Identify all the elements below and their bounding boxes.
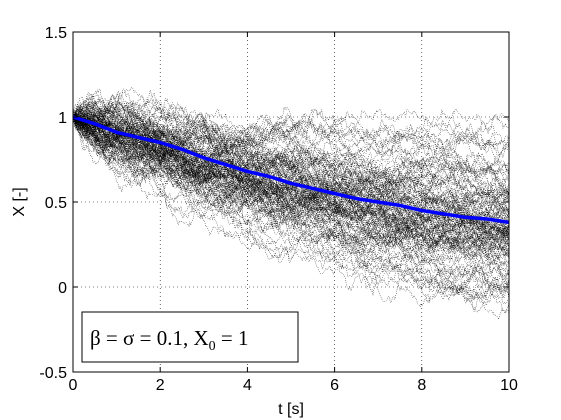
sample-path-line [72, 102, 510, 260]
sample-path-line [72, 102, 510, 232]
sample-path-line [72, 108, 510, 153]
sample-path-line [72, 88, 510, 152]
sample-path-line [72, 116, 510, 241]
sample-path-line [73, 105, 510, 240]
sample-path-line [72, 109, 510, 207]
y-tick-label: 1 [58, 110, 67, 127]
sample-path-line [72, 116, 510, 259]
grid [73, 32, 509, 372]
sample-path-line [72, 105, 510, 191]
sample-path-line [72, 109, 510, 254]
axis-ticks [72, 31, 510, 373]
sample-path-line [72, 116, 510, 205]
x-tick-label: 8 [417, 377, 426, 394]
x-tick-label: 0 [69, 377, 78, 394]
sample-path-line [72, 116, 510, 247]
sample-path-line [72, 115, 510, 194]
y-tick-label: -0.5 [39, 365, 67, 382]
sample-path-line [72, 113, 510, 243]
x-tick-label: 4 [243, 377, 252, 394]
sample-path-line [72, 106, 510, 220]
sample-path-line [72, 86, 510, 256]
sample-path-line [72, 102, 510, 248]
x-tick-label: 2 [156, 377, 165, 394]
sample-path-line [72, 112, 510, 300]
sample-path-line [72, 103, 510, 200]
sample-path-line [72, 116, 510, 259]
sample-path-line [72, 116, 510, 287]
sample-path-line [72, 90, 510, 157]
sample-path-line [72, 95, 510, 219]
mean-curve [72, 115, 510, 225]
y-tick-label: 1.5 [45, 25, 67, 42]
sample-path-line [72, 112, 510, 236]
mean-line [72, 115, 510, 225]
annotation-box: β = σ = 0.1, X0 = 1 [81, 311, 299, 363]
sample-path-line [72, 103, 510, 247]
sample-path-line [72, 114, 510, 247]
sample-path-line [72, 97, 510, 283]
sample-path-line [72, 111, 510, 250]
sample-path-line [72, 111, 510, 305]
sample-path-line [72, 106, 510, 158]
sample-path-line [72, 116, 510, 204]
sample-path-line [72, 116, 510, 250]
y-tick-label: 0 [58, 280, 67, 297]
sample-path-line [72, 107, 510, 297]
x-tick-labels: 0 2 4 6 8 10 [69, 377, 518, 394]
sample-path-line [72, 116, 510, 279]
sample-path-line [72, 94, 510, 266]
sample-path-line [72, 115, 510, 254]
sample-path-line [72, 91, 510, 211]
sample-path-line [72, 116, 510, 267]
sample-path-line [72, 116, 510, 237]
y-tick-labels: -0.5 0 0.5 1 1.5 [39, 25, 67, 382]
sample-path-line [72, 115, 510, 267]
sample-path-line [72, 108, 510, 219]
sample-path-line [72, 113, 510, 302]
sample-path-line [72, 114, 510, 201]
y-axis-label: X [-] [11, 187, 28, 216]
sample-path-line [72, 98, 510, 177]
sample-path-line [72, 94, 510, 236]
x-tick-label: 10 [500, 377, 518, 394]
sample-path-line [72, 101, 510, 211]
sample-path-line [72, 105, 510, 257]
sample-path-line [72, 116, 510, 321]
sample-paths [72, 86, 510, 321]
sample-path-line [72, 116, 510, 249]
sample-path-line [72, 116, 510, 252]
sample-path-line [72, 116, 510, 213]
x-axis-label: t [s] [278, 401, 304, 418]
y-tick-label: 0.5 [45, 195, 67, 212]
sample-path-line [72, 112, 510, 186]
sample-path-line [72, 116, 510, 308]
sample-path-line [72, 112, 510, 270]
sample-path-line [72, 104, 510, 263]
sample-path-line [72, 115, 510, 221]
sample-path-line [72, 111, 510, 178]
x-tick-label: 6 [330, 377, 339, 394]
sample-path-line [72, 115, 510, 297]
annotation-text: β = σ = 0.1, X0 = 1 [90, 326, 248, 354]
sample-path-line [72, 116, 510, 249]
sample-path-line [72, 116, 510, 261]
